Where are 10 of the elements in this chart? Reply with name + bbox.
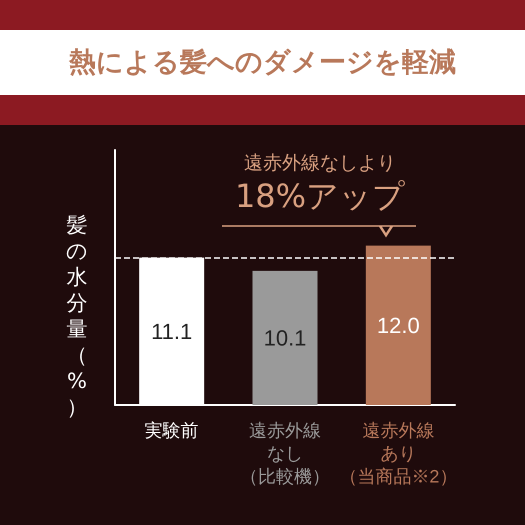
text: 遠赤外線なしより xyxy=(243,151,397,176)
data-label: 12.0 xyxy=(376,312,420,338)
text: 18%アップ xyxy=(234,176,406,217)
y-axis-title: 髪の水分量（%） xyxy=(65,212,89,420)
data-label: 10.1 xyxy=(264,325,306,350)
data-label: 11.1 xyxy=(151,318,192,344)
chart-title: 熱による髪へのダメージを軽減 xyxy=(0,30,525,95)
x-tick-label: 実験前 xyxy=(144,420,199,440)
x-tick-label: 遠赤外線あり（当商品※2） xyxy=(339,420,458,486)
x-tick-label: 遠赤外線なし（比較機） xyxy=(240,420,330,486)
